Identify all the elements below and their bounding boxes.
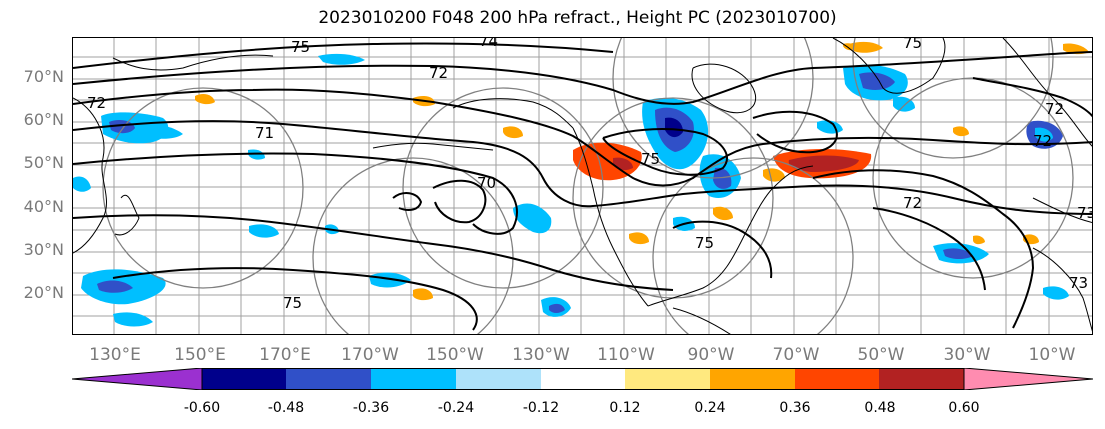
lat-label-20n: 20°N <box>23 283 64 302</box>
colorbar-tick: -0.12 <box>522 400 560 416</box>
lon-label-110w: 110°W <box>597 345 655 365</box>
map-title: 2023010200 F048 200 hPa refract., Height… <box>318 8 837 28</box>
colorbar-tick: -0.36 <box>352 400 390 416</box>
contour-label: 75 <box>291 38 310 56</box>
colorbar-extend-high <box>963 368 1093 390</box>
contour-label: 75 <box>641 150 660 168</box>
colorbar-bin <box>795 368 879 390</box>
lon-label-90w: 90°W <box>687 345 735 365</box>
lon-label-170e: 170°E <box>259 345 311 365</box>
colorbar-bin <box>286 368 371 390</box>
colorbar-tick: 0.36 <box>779 400 811 416</box>
colorbar-tick: -0.48 <box>267 400 305 416</box>
contour-label: 72 <box>87 94 106 112</box>
pc-circles <box>102 38 1074 334</box>
lon-label-150e: 150°E <box>174 345 226 365</box>
colorbar-bin <box>710 368 795 390</box>
map-panel: 75 74 72 72 72 75 75 75 71 70 75 72 72 7… <box>72 37 1093 335</box>
contour-label: 73 <box>1077 204 1093 222</box>
lon-label-130e: 130°E <box>89 345 141 365</box>
height-contours <box>73 42 1092 331</box>
lat-label-30n: 30°N <box>23 240 64 259</box>
colorbar-outline <box>201 368 965 390</box>
colorbar-tick: 0.12 <box>609 400 641 416</box>
lon-label-70w: 70°W <box>772 345 820 365</box>
colorbar-bin <box>625 368 710 390</box>
lon-label-10w: 10°W <box>1028 345 1076 365</box>
colorbar <box>72 368 1093 390</box>
contour-label: 75 <box>283 294 302 312</box>
lat-label-70n: 70°N <box>23 67 64 86</box>
colorbar-tick: -0.60 <box>183 400 221 416</box>
lat-label-40n: 40°N <box>23 197 64 216</box>
colorbar-extend-low <box>72 368 203 390</box>
lat-label-60n: 60°N <box>23 110 64 129</box>
contour-label: 73 <box>1069 274 1088 292</box>
lon-label-170w: 170°W <box>341 345 399 365</box>
colorbar-bin <box>456 368 541 390</box>
contour-label: 72 <box>1045 100 1064 118</box>
colorbar-tick: -0.24 <box>437 400 475 416</box>
contour-label: 75 <box>695 234 714 252</box>
contour-label: 72 <box>429 64 448 82</box>
contour-label: 70 <box>477 174 496 192</box>
colorbar-tick: 0.24 <box>694 400 726 416</box>
contour-label-group: 75 74 72 72 72 75 75 75 71 70 75 72 72 7… <box>87 38 1093 312</box>
contour-label: 75 <box>903 38 922 52</box>
colorbar-bin <box>371 368 456 390</box>
lon-label-50w: 50°W <box>857 345 905 365</box>
contour-label: 72 <box>1033 132 1052 150</box>
anomaly-shading <box>73 41 1089 327</box>
colorbar-bin <box>541 368 625 390</box>
colorbar-tick: 0.60 <box>948 400 980 416</box>
map-canvas: 75 74 72 72 72 75 75 75 71 70 75 72 72 7… <box>73 38 1093 334</box>
contour-label: 71 <box>255 124 274 142</box>
lat-label-50n: 50°N <box>23 153 64 172</box>
colorbar-bin <box>879 368 964 390</box>
lon-label-30w: 30°W <box>943 345 991 365</box>
lon-label-130w: 130°W <box>512 345 570 365</box>
colorbar-tick: 0.48 <box>864 400 896 416</box>
colorbar-bin <box>202 368 286 390</box>
contour-label: 74 <box>479 38 498 50</box>
lon-label-150w: 150°W <box>426 345 484 365</box>
contour-label: 72 <box>903 194 922 212</box>
